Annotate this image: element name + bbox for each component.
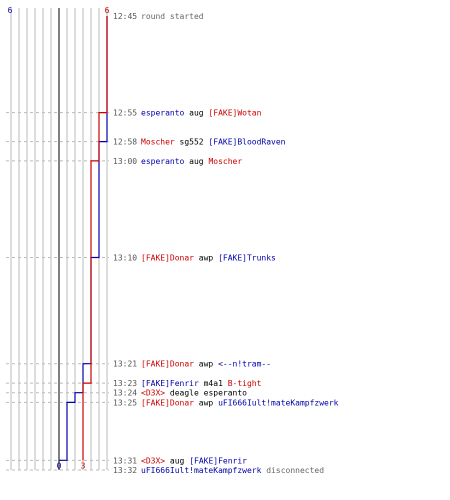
- event-time-label: 13:10: [113, 253, 137, 262]
- event-time-label: 13:23: [113, 379, 137, 388]
- event-text-part: <D3X>: [141, 389, 165, 398]
- event-time-label: 12:58: [113, 138, 137, 147]
- event-text-part: [FAKE]Fenrir: [141, 379, 199, 388]
- event-text-part: aug: [165, 456, 189, 465]
- event-log: 12:45 round started 12:55 esperanto aug [FA…: [113, 12, 339, 475]
- red-series-line: [82, 16, 108, 461]
- event-text-part: [FAKE]Donar: [141, 360, 194, 369]
- event-text: Moscher sg552 [FAKE]BloodRaven: [141, 138, 286, 147]
- event-text: [FAKE]Donar awp <--n!tram--: [141, 360, 271, 369]
- event-text-part: awp: [194, 360, 218, 369]
- event-text: <D3X> deagle esperanto: [141, 389, 247, 398]
- blue-final-label: 0: [57, 461, 62, 470]
- event-text-part: <--n!tram--: [218, 360, 271, 369]
- left-start-label: 6: [8, 6, 13, 15]
- event-text-part: sg552: [175, 138, 209, 147]
- event-text: <D3X> aug [FAKE]Fenrir: [141, 456, 247, 465]
- event-text-part: [FAKE]Donar: [141, 398, 194, 407]
- event-text-part: [FAKE]Wotan: [208, 109, 261, 118]
- event-time-label: 13:31: [113, 456, 137, 465]
- event-text: esperanto aug Moscher: [141, 157, 242, 166]
- event-text-part: B-tight: [228, 379, 262, 388]
- event-text-part: esperanto: [141, 109, 185, 118]
- event-text-part: m4a1: [199, 379, 228, 388]
- event-text: [FAKE]Fenrir m4a1 B-tight: [141, 379, 262, 388]
- event-text-part: [FAKE]Donar: [141, 253, 194, 262]
- event-time-label: 13:25: [113, 398, 137, 407]
- labels: 6 6 0 3: [8, 6, 110, 470]
- event-time-label: 13:32: [113, 466, 137, 475]
- event-time-label: 13:24: [113, 389, 137, 398]
- event-text-part: aug: [184, 157, 208, 166]
- event-text: esperanto aug [FAKE]Wotan: [141, 109, 262, 118]
- red-final-label: 3: [81, 461, 86, 470]
- series: [59, 16, 108, 461]
- event-time-label: 13:00: [113, 157, 137, 166]
- right-start-label: 6: [105, 6, 110, 15]
- event-text-part: awp: [194, 398, 218, 407]
- event-time-label: 12:45: [113, 12, 137, 21]
- event-text-part: awp: [194, 253, 218, 262]
- grid: [10, 8, 108, 470]
- event-text-part: Moscher: [208, 157, 242, 166]
- event-time-label: 13:21: [113, 360, 137, 369]
- event-text-part: [FAKE]Trunks: [218, 253, 276, 262]
- event-text-part: deagle esperanto: [165, 389, 247, 398]
- event-text-part: disconnected: [261, 466, 324, 475]
- event-text-part: [FAKE]Fenrir: [189, 456, 247, 465]
- event-text-part: [FAKE]BloodRaven: [208, 138, 285, 147]
- event-text: uFI666Iult!mateKampfzwerk disconnected: [141, 466, 324, 475]
- event-text: [FAKE]Donar awp [FAKE]Trunks: [141, 253, 276, 262]
- event-text: round started: [141, 12, 204, 21]
- event-text-part: esperanto: [141, 157, 185, 166]
- event-text: [FAKE]Donar awp uFI666Iult!mateKampfzwer…: [141, 398, 339, 407]
- event-text-part: aug: [184, 109, 208, 118]
- event-time-label: 12:55: [113, 109, 137, 118]
- event-text-part: uFI666Iult!mateKampfzwerk: [218, 398, 339, 407]
- event-text-part: round started: [141, 12, 204, 21]
- event-connectors: [6, 112, 109, 471]
- event-text-part: Moscher: [141, 138, 175, 147]
- event-text-part: <D3X>: [141, 456, 165, 465]
- event-text-part: uFI666Iult!mateKampfzwerk: [141, 466, 262, 475]
